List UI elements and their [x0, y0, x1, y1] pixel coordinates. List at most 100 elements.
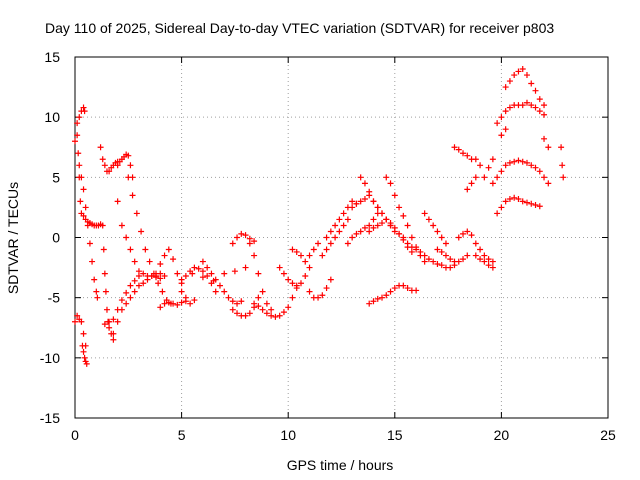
data-point: [489, 264, 496, 271]
data-point: [75, 150, 82, 157]
y-tick-label-4: 5: [52, 169, 60, 185]
data-point: [366, 228, 373, 235]
data-point: [157, 260, 164, 267]
data-point: [349, 204, 356, 211]
data-point: [421, 252, 428, 259]
data-point: [251, 252, 258, 259]
data-point: [234, 310, 241, 317]
data-point: [404, 222, 411, 229]
data-point: [408, 244, 415, 251]
data-point: [165, 246, 172, 253]
series-13: [157, 294, 189, 311]
data-point: [455, 258, 462, 265]
y-axis-label: SDTVAR / TECUs: [5, 182, 21, 294]
data-point: [349, 234, 356, 241]
data-point: [477, 256, 484, 263]
data-point: [123, 289, 130, 296]
data-point: [332, 234, 339, 241]
y-tick-label-3: 0: [52, 230, 60, 246]
series-10: [114, 198, 164, 282]
data-point: [178, 288, 185, 295]
data-point: [370, 216, 377, 223]
data-point: [276, 264, 283, 271]
data-point: [99, 222, 106, 229]
data-point: [78, 174, 85, 181]
data-point: [421, 258, 428, 265]
data-point: [442, 240, 449, 247]
data-point: [511, 194, 518, 201]
series-4: [76, 162, 101, 301]
data-point: [106, 168, 113, 175]
data-point: [131, 288, 138, 295]
series-44: [498, 126, 509, 139]
axis-ticks: 0 5 10 15 20 25 -15 -10 -5 0 5 10 15: [40, 49, 616, 443]
data-point: [297, 280, 304, 287]
data-point: [387, 180, 394, 187]
data-point: [131, 277, 138, 284]
series-27: [349, 192, 394, 229]
data-point: [560, 174, 567, 181]
data-point: [472, 174, 479, 181]
data-point: [447, 264, 454, 271]
data-point: [84, 222, 91, 229]
data-point: [434, 260, 441, 267]
data-point: [430, 222, 437, 229]
data-point: [195, 265, 202, 272]
data-point: [528, 80, 535, 87]
data-point: [340, 222, 347, 229]
data-point: [165, 299, 172, 306]
series-32: [404, 240, 458, 271]
data-point: [417, 248, 424, 255]
data-point: [340, 210, 347, 217]
data-point: [396, 230, 403, 237]
data-point: [532, 104, 539, 111]
data-point: [361, 224, 368, 231]
data-point: [142, 246, 149, 253]
data-point: [502, 84, 509, 91]
data-point: [110, 316, 117, 323]
data-point: [477, 162, 484, 169]
data-point: [536, 203, 543, 210]
series-17: [229, 294, 262, 319]
data-point: [225, 294, 232, 301]
data-point: [511, 158, 518, 165]
data-point: [455, 146, 462, 153]
data-point: [263, 300, 270, 307]
data-point: [229, 240, 236, 247]
series-0: [72, 104, 88, 145]
grid: [75, 57, 608, 418]
x-tick-label-4: 20: [494, 427, 510, 443]
data-point: [302, 258, 309, 265]
series-26: [344, 210, 381, 247]
series-11: [125, 174, 174, 307]
data-point: [293, 282, 300, 289]
data-point: [133, 210, 140, 217]
data-point: [221, 270, 228, 277]
series-1: [72, 312, 89, 349]
data-point: [541, 135, 548, 142]
data-point: [80, 212, 87, 219]
data-point: [400, 212, 407, 219]
data-point: [204, 273, 211, 280]
data-point: [178, 276, 185, 283]
data-point: [460, 230, 467, 237]
data-point: [127, 282, 134, 289]
data-point: [468, 232, 475, 239]
x-tick-label-1: 5: [178, 427, 186, 443]
data-point: [464, 228, 471, 235]
series-18: [229, 230, 258, 247]
data-point: [336, 228, 343, 235]
data-point: [502, 198, 509, 205]
data-point: [391, 285, 398, 292]
data-point: [99, 156, 106, 163]
data-point: [460, 256, 467, 263]
data-point: [383, 216, 390, 223]
data-point: [231, 268, 238, 275]
data-point: [187, 300, 194, 307]
data-point: [383, 292, 390, 299]
data-point: [157, 275, 164, 282]
data-point: [72, 138, 78, 145]
series-39: [481, 156, 496, 181]
data-point: [74, 132, 81, 139]
data-point: [438, 234, 445, 241]
